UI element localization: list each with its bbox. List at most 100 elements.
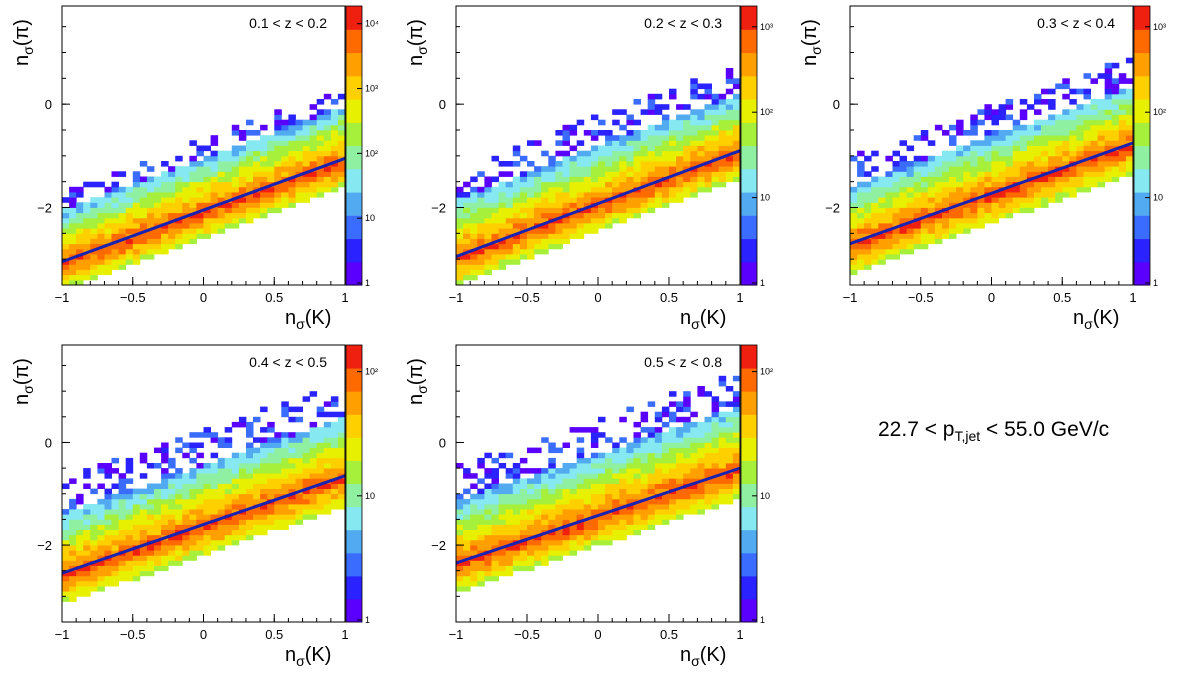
colorbar-segment (1134, 215, 1150, 240)
x-axis-label: nσ(K) (1073, 307, 1119, 332)
y-tick-label: −2 (37, 201, 52, 216)
colorbar-segment (741, 414, 757, 438)
colorbar-segment (741, 575, 757, 600)
colorbar-segment (741, 552, 757, 577)
x-axis-label: nσ(K) (680, 644, 726, 669)
panel-4: −1 −0.5 0 0.5 1 −2 0 0.4 < z < 0.5 nσ(K) nσ(π) 1 10… (11, 344, 378, 669)
colorbar: 1 10 10² 10³ 10⁴ (345, 5, 379, 288)
jet-pt-range-label: 22.7 < pT,jet < 55.0 GeV/c (878, 418, 1109, 444)
y-axis-label: nσ(π) (11, 19, 36, 66)
colorbar-tick-label: 10² (365, 148, 378, 158)
colorbar-segment (741, 460, 757, 484)
colorbar-segment (741, 192, 757, 216)
colorbar-tick-label: 1 (1153, 278, 1158, 288)
colorbar-tick-label: 10² (1153, 107, 1166, 117)
panel-5: −1 −0.5 0 0.5 1 −2 0 0.5 < z < 0.8 nσ(K) nσ(π) 1 10… (405, 344, 773, 669)
x-tick-label: −1 (449, 290, 464, 305)
panel-3: −1 −0.5 0 0.5 1 −2 0 0.3 < z < 0.4 nσ(K) nσ(π) 1 10… (799, 5, 1166, 332)
jet-pt-label-subscript: T,jet (954, 428, 981, 445)
y-tick-label: −2 (37, 538, 52, 553)
colorbar-segment (741, 529, 757, 554)
colorbar-segment (1134, 6, 1150, 30)
colorbar-segment (346, 368, 362, 392)
colorbar-segment (1134, 238, 1150, 263)
colorbar-segment (346, 238, 362, 263)
x-tick-label: 0 (988, 290, 995, 305)
colorbar-tick-label: 10 (1153, 193, 1163, 203)
x-tick-label: 0.5 (660, 290, 678, 305)
x-tick-label: −0.5 (120, 290, 146, 305)
colorbar-segment (346, 261, 362, 286)
colorbar-segment (346, 168, 362, 193)
colorbar-tick-label: 10² (760, 367, 773, 377)
colorbar-tick-label: 10⁴ (365, 19, 379, 29)
colorbar-segment (1134, 168, 1150, 193)
colorbar-segment (346, 575, 362, 600)
y-axis-label: nσ(π) (405, 19, 430, 66)
colorbar-segment (346, 192, 362, 216)
panel-2: −1 −0.5 0 0.5 1 −2 0 0.2 < z < 0.3 nσ(K) nσ(π) 1 10… (405, 5, 773, 332)
colorbar-segment (346, 552, 362, 577)
y-tick-label: 0 (439, 97, 446, 112)
x-tick-label: 0 (200, 290, 207, 305)
x-tick-label: −1 (843, 290, 858, 305)
colorbar-tick-label: 10² (365, 367, 378, 377)
x-tick-label: −0.5 (120, 627, 146, 642)
fit-line (455, 466, 741, 565)
colorbar-segment (346, 75, 362, 100)
colorbar-segment (1134, 261, 1150, 286)
colorbar-segment (346, 6, 362, 30)
colorbar-segment (346, 99, 362, 123)
colorbar-segment (741, 238, 757, 263)
heatmap-cells (62, 391, 346, 602)
colorbar-segment (1134, 75, 1150, 100)
colorbar-segment (741, 168, 757, 193)
panel-title: 0.5 < z < 0.8 (644, 354, 722, 370)
colorbar-segment (346, 215, 362, 240)
colorbar-frame (345, 344, 363, 623)
colorbar-segment (1134, 122, 1150, 147)
colorbar-segment (741, 345, 757, 369)
heatmap-cells (456, 68, 741, 286)
heatmap-cells (62, 93, 346, 286)
y-tick-label: 0 (45, 97, 52, 112)
heatmap-cells (456, 375, 741, 592)
y-tick-label: 0 (833, 97, 840, 112)
colorbar: 1 10 10² 10³ (740, 5, 773, 288)
fit-line (61, 157, 346, 264)
colorbar-tick-label: 1 (760, 615, 765, 625)
colorbar-tick-label: 10 (365, 491, 375, 501)
colorbar-segment (741, 6, 757, 30)
colorbar-segment (346, 345, 362, 369)
colorbar-tick-label: 10³ (760, 22, 773, 32)
jet-pt-label-prefix: 22.7 < p (878, 418, 955, 441)
colorbar-segment (741, 261, 757, 286)
colorbar-segment (741, 215, 757, 240)
x-axis-label: nσ(K) (680, 307, 726, 332)
fit-line (849, 141, 1134, 246)
colorbar-segment (346, 145, 362, 170)
x-tick-label: 1 (736, 290, 743, 305)
x-tick-label: 0 (200, 627, 207, 642)
colorbar-segment (346, 52, 362, 77)
colorbar-segment (1134, 52, 1150, 77)
colorbar-segment (346, 437, 362, 461)
colorbar: 1 10 10² 10³ (1133, 5, 1166, 288)
colorbar-segment (1134, 192, 1150, 216)
colorbar-tick-label: 10 (760, 491, 770, 501)
colorbar-segment (741, 52, 757, 77)
x-tick-label: −0.5 (514, 627, 540, 642)
y-tick-label: −2 (431, 201, 446, 216)
x-tick-label: 0 (594, 627, 601, 642)
colorbar-segment (346, 506, 362, 531)
y-tick-label: −2 (825, 201, 840, 216)
colorbar-segment (346, 598, 362, 623)
y-tick-label: −2 (431, 538, 446, 553)
colorbar-segment (741, 99, 757, 123)
colorbar-segment (741, 483, 757, 508)
x-tick-label: 0.5 (265, 627, 283, 642)
y-axis-label: nσ(π) (799, 19, 824, 66)
colorbar-segment (741, 75, 757, 100)
panel-title: 0.4 < z < 0.5 (249, 354, 327, 370)
colorbar-tick-label: 1 (365, 615, 370, 625)
